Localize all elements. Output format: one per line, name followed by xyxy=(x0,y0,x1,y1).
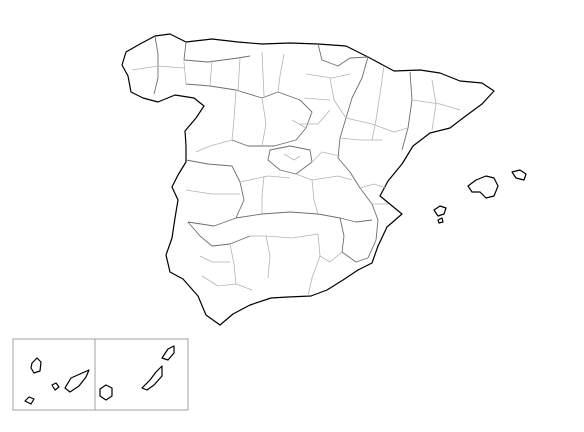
mallorca xyxy=(467,175,499,199)
border-castilla-leon-east xyxy=(231,91,313,147)
tenerife xyxy=(64,369,90,393)
region-borders xyxy=(153,35,413,263)
border-extremadura xyxy=(185,159,245,227)
menorca xyxy=(511,169,527,181)
border-catalonia xyxy=(401,71,413,151)
border-aragon-west xyxy=(337,56,369,159)
balearic-islands xyxy=(433,169,527,224)
border-basque-navarra xyxy=(317,43,369,67)
canary-islands-inset xyxy=(12,338,189,411)
la-gomera xyxy=(51,382,60,391)
ibiza xyxy=(433,205,447,217)
formentera xyxy=(437,217,444,224)
border-asturias-cantabria xyxy=(183,41,251,63)
border-andalucia-north xyxy=(187,221,251,247)
border-madrid xyxy=(267,145,313,175)
el-hierro xyxy=(24,396,35,405)
mainland-spain xyxy=(121,33,495,326)
lanzarote xyxy=(161,345,175,361)
gran-canaria xyxy=(99,384,113,401)
canary-inset-frame xyxy=(12,338,189,411)
province-borders xyxy=(131,51,461,297)
fuerteventura xyxy=(141,365,163,391)
la-palma xyxy=(30,357,42,374)
